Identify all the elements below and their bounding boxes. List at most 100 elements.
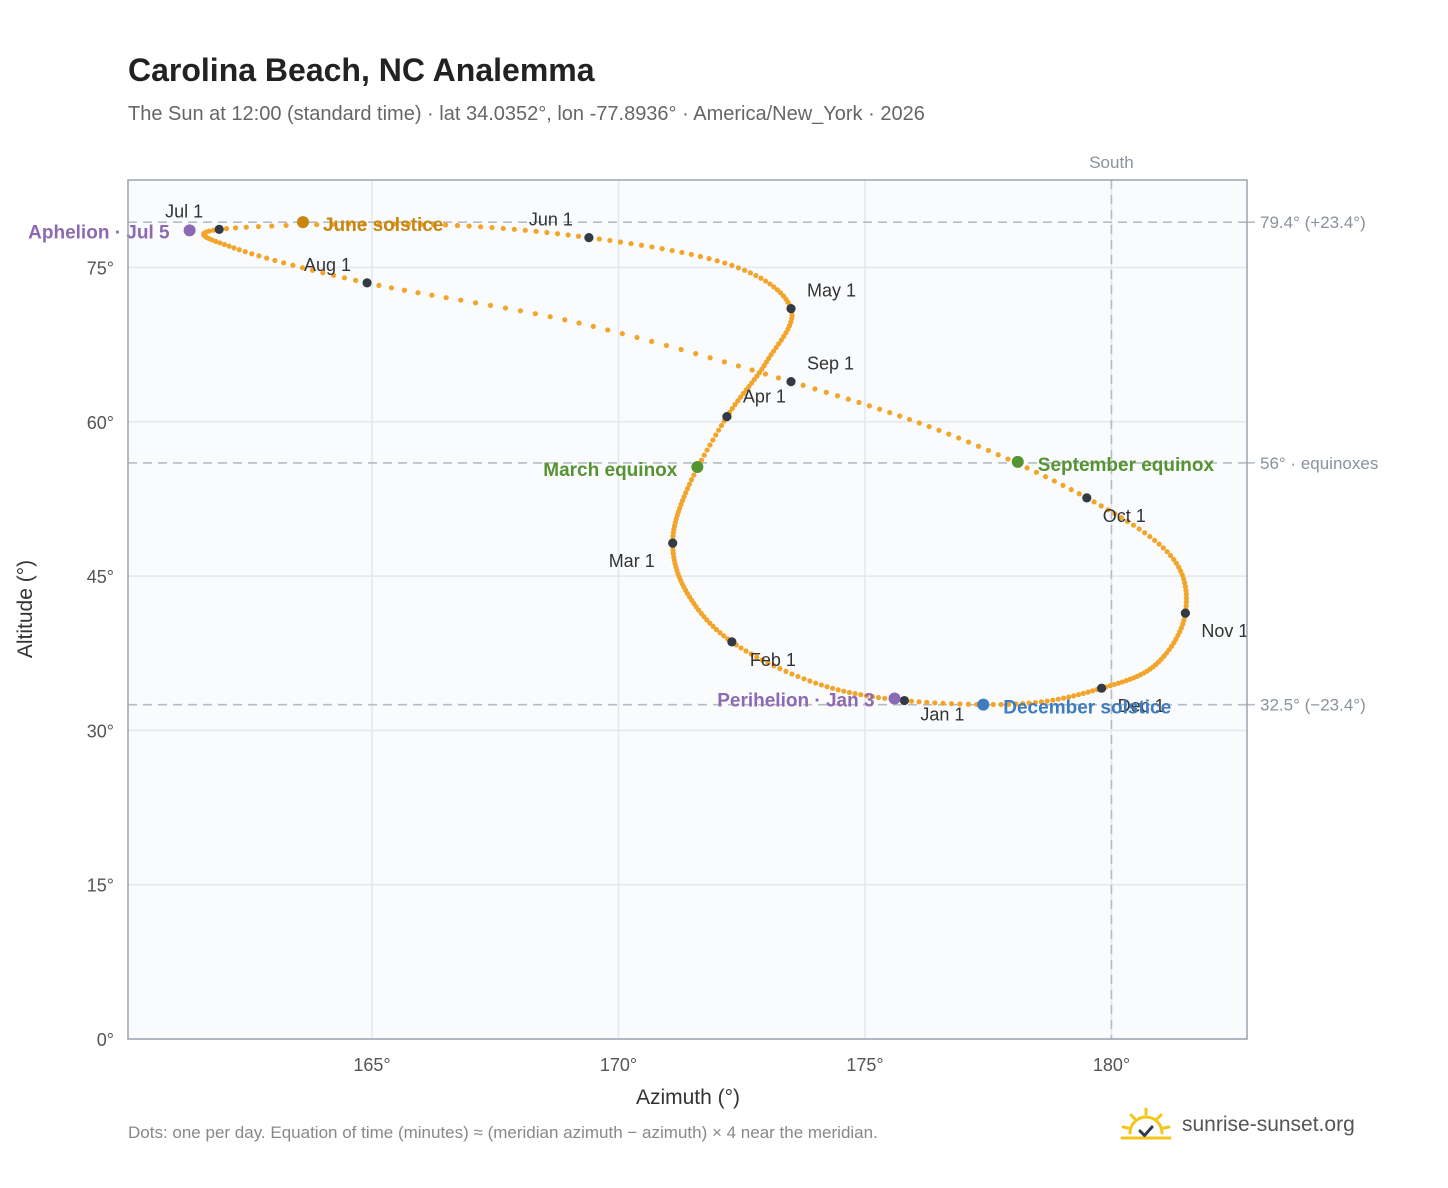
sun-icon [1120, 1107, 1172, 1140]
daily-sun-dot [638, 242, 645, 248]
daily-sun-dot [1179, 572, 1185, 578]
daily-sun-dot [735, 363, 741, 369]
event-marker-dot [1011, 455, 1024, 468]
daily-sun-dot [221, 241, 228, 248]
daily-sun-dot [807, 678, 813, 684]
daily-sun-dot [740, 390, 747, 397]
daily-sun-dot [866, 403, 872, 409]
daily-sun-dot [430, 221, 437, 228]
daily-sun-dot [1124, 518, 1131, 524]
daily-sun-dot [697, 253, 703, 260]
daily-sun-dot [678, 346, 684, 353]
chart-subtitle: The Sun at 12:00 (standard time) · lat 3… [128, 103, 925, 125]
daily-sun-dot [361, 221, 367, 227]
daily-sun-dot [948, 701, 955, 707]
daily-sun-dot [932, 700, 938, 706]
daily-sun-dot [897, 413, 903, 419]
y-tick-label: 0° [97, 1030, 114, 1050]
daily-sun-dot [707, 442, 713, 448]
daily-sun-dot [714, 258, 720, 264]
daily-sun-dot [217, 240, 223, 246]
event-label: Perihelion · Jan 3 [717, 690, 874, 711]
daily-sun-dot [1105, 507, 1111, 513]
daily-sun-dot [213, 238, 219, 245]
month-marker-dot [668, 538, 678, 548]
daily-sun-dot [701, 452, 707, 458]
daily-sun-dot [710, 623, 716, 629]
daily-sun-dot [1044, 698, 1050, 704]
daily-sun-dot [565, 232, 571, 238]
daily-sun-dot [1136, 526, 1142, 532]
daily-sun-dot [345, 221, 352, 227]
daily-sun-dot [1075, 692, 1082, 698]
month-label: Dec 1 [1118, 696, 1165, 716]
brand-logo: sunrise-sunset.org [1118, 1100, 1355, 1150]
event-marker-dot [977, 698, 990, 711]
daily-sun-dot [834, 393, 841, 399]
daily-sun-dot [1066, 694, 1072, 700]
daily-sun-dot [1173, 560, 1179, 566]
month-marker-dot [1096, 683, 1107, 693]
event-label: March equinox [543, 460, 678, 481]
daily-sun-dot [766, 355, 772, 362]
daily-sun-dot [283, 222, 289, 229]
daily-sun-dot [1147, 533, 1153, 540]
daily-sun-dot [722, 260, 728, 266]
daily-sun-dot [1013, 701, 1019, 707]
daily-sun-dot [281, 260, 287, 266]
daily-sun-dot [388, 285, 394, 291]
daily-sun-dot [1080, 690, 1086, 696]
daily-sun-dot [762, 278, 769, 284]
daily-sun-dot [877, 406, 883, 412]
daily-sun-dot [721, 359, 727, 365]
daily-sun-dot [309, 267, 316, 273]
month-label: Nov 1 [1201, 621, 1248, 641]
daily-sun-dot [767, 281, 773, 287]
daily-sun-dot [605, 327, 611, 333]
daily-sun-dot [617, 239, 624, 245]
x-tick-label: 170° [600, 1055, 637, 1075]
x-tick-label: 175° [846, 1055, 883, 1075]
event-label: September equinox [1038, 455, 1215, 476]
daily-sun-dot [502, 305, 509, 311]
daily-sun-dot [882, 695, 888, 701]
daily-sun-dot [1060, 695, 1067, 701]
month-marker-dot [786, 303, 796, 314]
month-marker-dot [584, 233, 594, 243]
daily-sun-dot [269, 223, 275, 229]
daily-sun-dot [341, 275, 348, 281]
daily-sun-dot [956, 435, 962, 441]
daily-sun-dot [965, 439, 972, 445]
daily-sun-dot [768, 352, 774, 358]
daily-sun-dot [1112, 511, 1118, 517]
daily-sun-dot [547, 314, 553, 320]
daily-sun-dot [231, 245, 237, 251]
daily-sun-dot [738, 394, 744, 400]
daily-sun-dot [686, 481, 693, 487]
y-tick-label: 75° [87, 258, 114, 278]
daily-sun-dot [1183, 595, 1190, 601]
daily-sun-dot [783, 668, 789, 674]
daily-sun-dot [500, 225, 506, 232]
month-label: Jun 1 [529, 210, 573, 230]
daily-sun-dot [747, 270, 754, 276]
daily-sun-dot [936, 427, 942, 433]
daily-sun-dot [691, 472, 697, 478]
month-marker-dot [899, 695, 909, 706]
daily-sun-dot [908, 698, 915, 704]
daily-sun-dot [830, 685, 836, 691]
chart-title: Carolina Beach, NC Analemma [128, 52, 595, 88]
daily-sun-dot [454, 222, 461, 229]
daily-sun-dot [813, 680, 819, 686]
daily-sun-dot [741, 267, 748, 273]
month-marker-dot [362, 278, 372, 288]
daily-sun-dot [489, 224, 495, 231]
daily-sun-dot [818, 682, 824, 688]
daily-sun-dot [776, 341, 782, 347]
daily-sun-dot [1050, 697, 1056, 703]
daily-sun-dot [236, 247, 242, 253]
daily-sun-dot [698, 457, 705, 463]
daily-sun-dot [517, 308, 524, 314]
month-marker-dot [1180, 608, 1190, 618]
daily-sun-dot [1183, 587, 1189, 594]
